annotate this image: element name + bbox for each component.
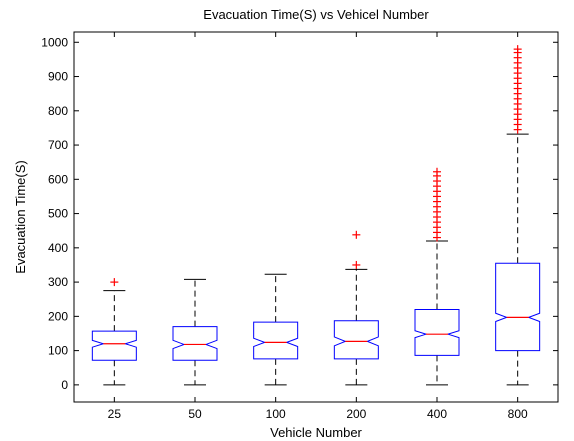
x-tick-label: 50: [188, 407, 202, 421]
box-body: [253, 321, 299, 360]
chart-title: Evacuation Time(S) vs Vehicel Number: [203, 7, 429, 22]
box-25: [91, 278, 137, 386]
outlier-point: [352, 230, 361, 239]
x-tick-label: 800: [508, 407, 528, 421]
box-400: [414, 167, 460, 386]
x-tick-label: 100: [266, 407, 286, 421]
box-50: [172, 278, 218, 386]
outlier-point: [433, 167, 441, 176]
y-tick-label: 200: [48, 309, 68, 323]
box-body: [333, 320, 379, 360]
box-body: [414, 309, 460, 356]
plot-area: [73, 31, 559, 403]
y-axis: 0 100 200 300 400 500 600 700 800 900 1000: [41, 35, 558, 392]
y-tick-label: 500: [48, 207, 68, 221]
x-axis: 25 50 100 200 400 800: [108, 32, 528, 421]
x-tick-label: 400: [427, 407, 447, 421]
y-tick-label: 600: [48, 172, 68, 186]
x-tick-label: 200: [346, 407, 366, 421]
y-tick-label: 0: [61, 378, 68, 392]
box-200: [333, 230, 379, 386]
y-tick-label: 100: [48, 344, 68, 358]
y-tick-label: 300: [48, 275, 68, 289]
box-800: [495, 45, 541, 386]
box-body: [172, 326, 218, 361]
y-tick-label: 800: [48, 104, 68, 118]
box-body: [91, 330, 137, 361]
y-tick-label: 700: [48, 138, 68, 152]
box-100: [253, 273, 299, 386]
y-tick-label: 400: [48, 241, 68, 255]
y-tick-label: 900: [48, 70, 68, 84]
outlier-point: [352, 260, 361, 269]
y-axis-label: Evacuation Time(S): [13, 160, 28, 273]
y-tick-label: 1000: [41, 35, 68, 49]
x-axis-label: Vehicle Number: [270, 425, 362, 440]
boxes-group: [91, 45, 541, 386]
box-body: [495, 262, 541, 352]
outlier-point: [513, 45, 522, 54]
x-tick-label: 25: [108, 407, 122, 421]
outlier-point: [110, 278, 119, 287]
